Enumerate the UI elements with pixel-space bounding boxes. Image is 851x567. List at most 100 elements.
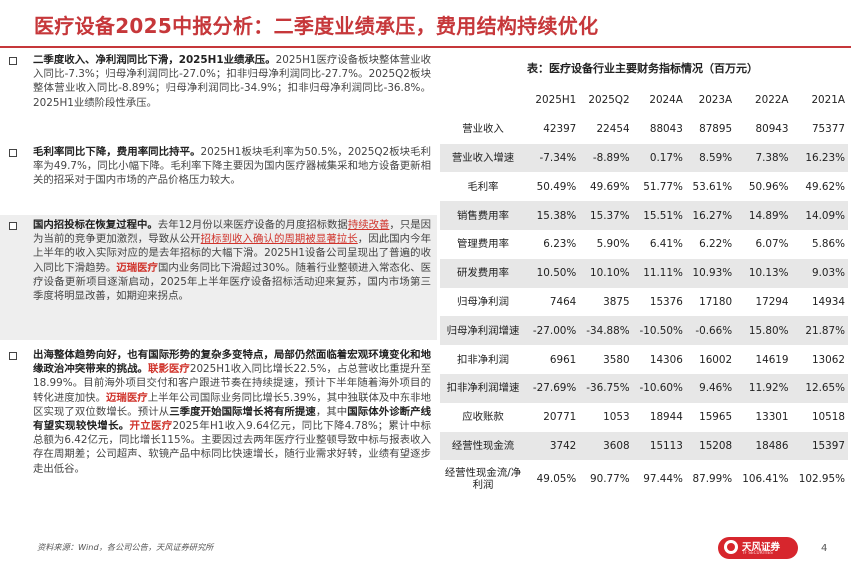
table-cell: 53.61% [692, 180, 733, 193]
table-cell: 7464 [549, 295, 577, 308]
table-row: 研发费用率 10.50% 10.10% 11.11% 10.93% 10.13% 9.03% [440, 258, 848, 288]
table-cell: 9.46% [685, 373, 736, 403]
paragraph-1-text: 二季度收入、净利润同比下滑，2025H1业绩承压。2025H1医疗设备板块整体营… [33, 53, 431, 110]
table-cell: 9.03% [791, 258, 848, 288]
row-label: 管理费用率 [457, 238, 509, 251]
table-cell: -27.00% [526, 316, 580, 346]
table-cell: 16.23% [791, 143, 848, 173]
table-cell: 15965 [699, 411, 733, 424]
paragraph-2-lead: 毛利率同比下降，费用率同比持平。 [33, 146, 201, 158]
table-cell: -7.34% [526, 143, 580, 173]
financial-table: 2025H1 2025Q2 2024A 2023A 2022A 2021A 营业… [440, 86, 848, 498]
paragraph-3-body-4: 国内业务同比下滑超过30%。随着行业整顿进入常态化、医疗设备更新项目逐渐启动，2… [33, 261, 431, 303]
table-cell: 6.41% [649, 238, 683, 251]
company-highlight: 开立医疗 [129, 420, 173, 433]
table-body: 营业收入 42397 22454 88043 87895 80943 75377 营业收入增速… [440, 115, 848, 499]
table-header-cell: 2021A [811, 94, 845, 107]
table-cell: -0.66% [685, 316, 736, 346]
company-highlight: 迈瑞医疗 [116, 261, 158, 274]
row-label: 扣非净利润 [457, 353, 509, 366]
table-cell: 20771 [543, 411, 577, 424]
paragraph-3-body-3: ，因此国内今年上半年的收入实际对应的是去年招标的大幅下滑。2025H1设备公司呈… [33, 233, 432, 274]
table-row: 经营性现金流/净利润 49.05% 90.77% 97.44% 87.99% 106.41… [440, 460, 848, 498]
table-header-cell: 2025H1 [535, 94, 577, 107]
table-row: 管理费用率 6.23% 5.90% 6.41% 6.22% 6.07% 5.86% [440, 230, 848, 259]
paragraph-4: 出海整体趋势向好，也有国际形势的复杂多变特点，局部仍然面临着宏观环境变化和地缘政… [0, 345, 437, 540]
bold-emphasis: 三季度开始国际增长将有所提速 [169, 405, 316, 418]
checkbox-bullet-icon [9, 222, 17, 230]
table-cell: -27.69% [526, 373, 580, 403]
table-header-cell: 2023A [698, 94, 733, 107]
paragraph-4-body-4: 2025年H1收入9.64亿元，同比下降4.78%；累计中标总额为6.42亿元，… [33, 420, 432, 475]
table-cell: 49.05% [536, 473, 577, 486]
table-cell: 106.41% [742, 473, 789, 486]
table-cell: 15113 [632, 431, 686, 461]
company-logo: 天风证券 TF SECURITIES [718, 537, 798, 559]
paragraph-3-body-1: 去年12月份以来医疗设备的月度招标数据 [157, 219, 348, 231]
table-cell: 102.95% [798, 473, 845, 486]
table-cell: 18944 [649, 411, 683, 424]
checkbox-bullet-icon [9, 149, 17, 157]
checkbox-bullet-icon [9, 352, 17, 360]
table-cell: 10.13% [735, 258, 792, 288]
table-cell: 80943 [755, 123, 789, 136]
table-row: 归母净利润 7464 3875 15376 17180 17294 14934 [440, 288, 848, 317]
row-label: 营业收入增速 [440, 143, 526, 173]
table-cell: 18486 [735, 431, 792, 461]
table-cell: 3875 [603, 295, 630, 308]
table-cell: 10.93% [685, 258, 736, 288]
table-cell: 42397 [543, 123, 577, 136]
table-cell: 50.49% [536, 180, 577, 193]
table-cell: 90.77% [589, 473, 630, 486]
analysis-column: 二季度收入、净利润同比下滑，2025H1业绩承压。2025H1医疗设备板块整体营… [0, 50, 437, 540]
checkbox-bullet-icon [9, 57, 17, 65]
table-cell: 3742 [526, 431, 580, 461]
table-row: 销售费用率 15.38% 15.37% 15.51% 16.27% 14.89% 14.09… [440, 201, 848, 230]
table-header-cell: 2022A [754, 94, 789, 107]
paragraph-3-lead: 国内招投标在恢复过程中。 [33, 219, 158, 231]
table-cell: 15.37% [579, 201, 633, 230]
table-cell: 17180 [699, 295, 733, 308]
table-cell: 49.62% [805, 180, 845, 193]
table-cell: 87.99% [692, 473, 733, 486]
table-cell: 22454 [596, 123, 630, 136]
table-cell: 14619 [755, 353, 789, 366]
table-cell: 5.90% [596, 238, 630, 251]
table-cell: 14934 [811, 295, 845, 308]
row-label: 归母净利润增速 [440, 316, 526, 346]
paragraph-4-text: 出海整体趋势向好，也有国际形势的复杂多变特点，局部仍然面临着宏观环境变化和地缘政… [33, 348, 431, 476]
table-cell: 50.96% [748, 180, 789, 193]
row-label: 归母净利润 [457, 295, 509, 308]
table-header-row: 2025H1 2025Q2 2024A 2023A 2022A 2021A [440, 86, 848, 115]
table-header-cell: 2025Q2 [588, 94, 630, 107]
table-cell: -10.60% [632, 373, 686, 403]
paragraph-3-text: 国内招投标在恢复过程中。去年12月份以来医疗设备的月度招标数据持续改善，只是因为… [33, 218, 431, 303]
table-cell: 6.22% [699, 238, 733, 251]
table-cell: 15208 [685, 431, 736, 461]
table-cell: 6.23% [543, 238, 577, 251]
table-cell: 14306 [649, 353, 683, 366]
paragraph-2: 毛利率同比下降，费用率同比持平。2025H1板块毛利率为50.5%，2025Q2… [0, 143, 437, 207]
table-cell: 6.07% [755, 238, 789, 251]
logo-subtext: TF SECURITIES [742, 550, 773, 555]
table-cell: 7.38% [735, 143, 792, 173]
table-cell: 12.65% [791, 373, 848, 403]
underlined-highlight: 招标到收入确认的周期被显著拉长 [200, 233, 358, 246]
table-cell: 3608 [579, 431, 633, 461]
table-cell: 15.80% [735, 316, 792, 346]
table-row: 归母净利润增速 -27.00% -34.88% -10.50% -0.66% 15.80%… [440, 316, 848, 346]
logo-text: 天风证券 [742, 542, 781, 553]
table-cell: 11.92% [735, 373, 792, 403]
table-row: 营业收入 42397 22454 88043 87895 80943 75377 [440, 115, 848, 144]
table-row: 经营性现金流 3742 3608 15113 15208 18486 15397 [440, 431, 848, 461]
table-row: 扣非净利润增速 -27.69% -36.75% -10.60% 9.46% 11.92% 1… [440, 373, 848, 403]
company-highlight: 联影医疗 [148, 363, 190, 376]
row-label: 经营性现金流/净利润 [444, 467, 522, 492]
table-cell: 51.77% [643, 180, 683, 193]
table-cell: 8.59% [685, 143, 736, 173]
table-cell: 87895 [699, 123, 733, 136]
paragraph-3-body-2: ，只是因为当前的竞争更加激烈，导致从公开 [33, 219, 432, 246]
paragraph-1: 二季度收入、净利润同比下滑，2025H1业绩承压。2025H1医疗设备板块整体营… [0, 50, 437, 138]
table-title: 表：医疗设备行业主要财务指标情况（百万元） [527, 62, 758, 75]
paragraph-1-body: 2025H1医疗设备板块整体营业收入同比-7.3%；归母净利润同比-27.0%；… [33, 54, 432, 109]
